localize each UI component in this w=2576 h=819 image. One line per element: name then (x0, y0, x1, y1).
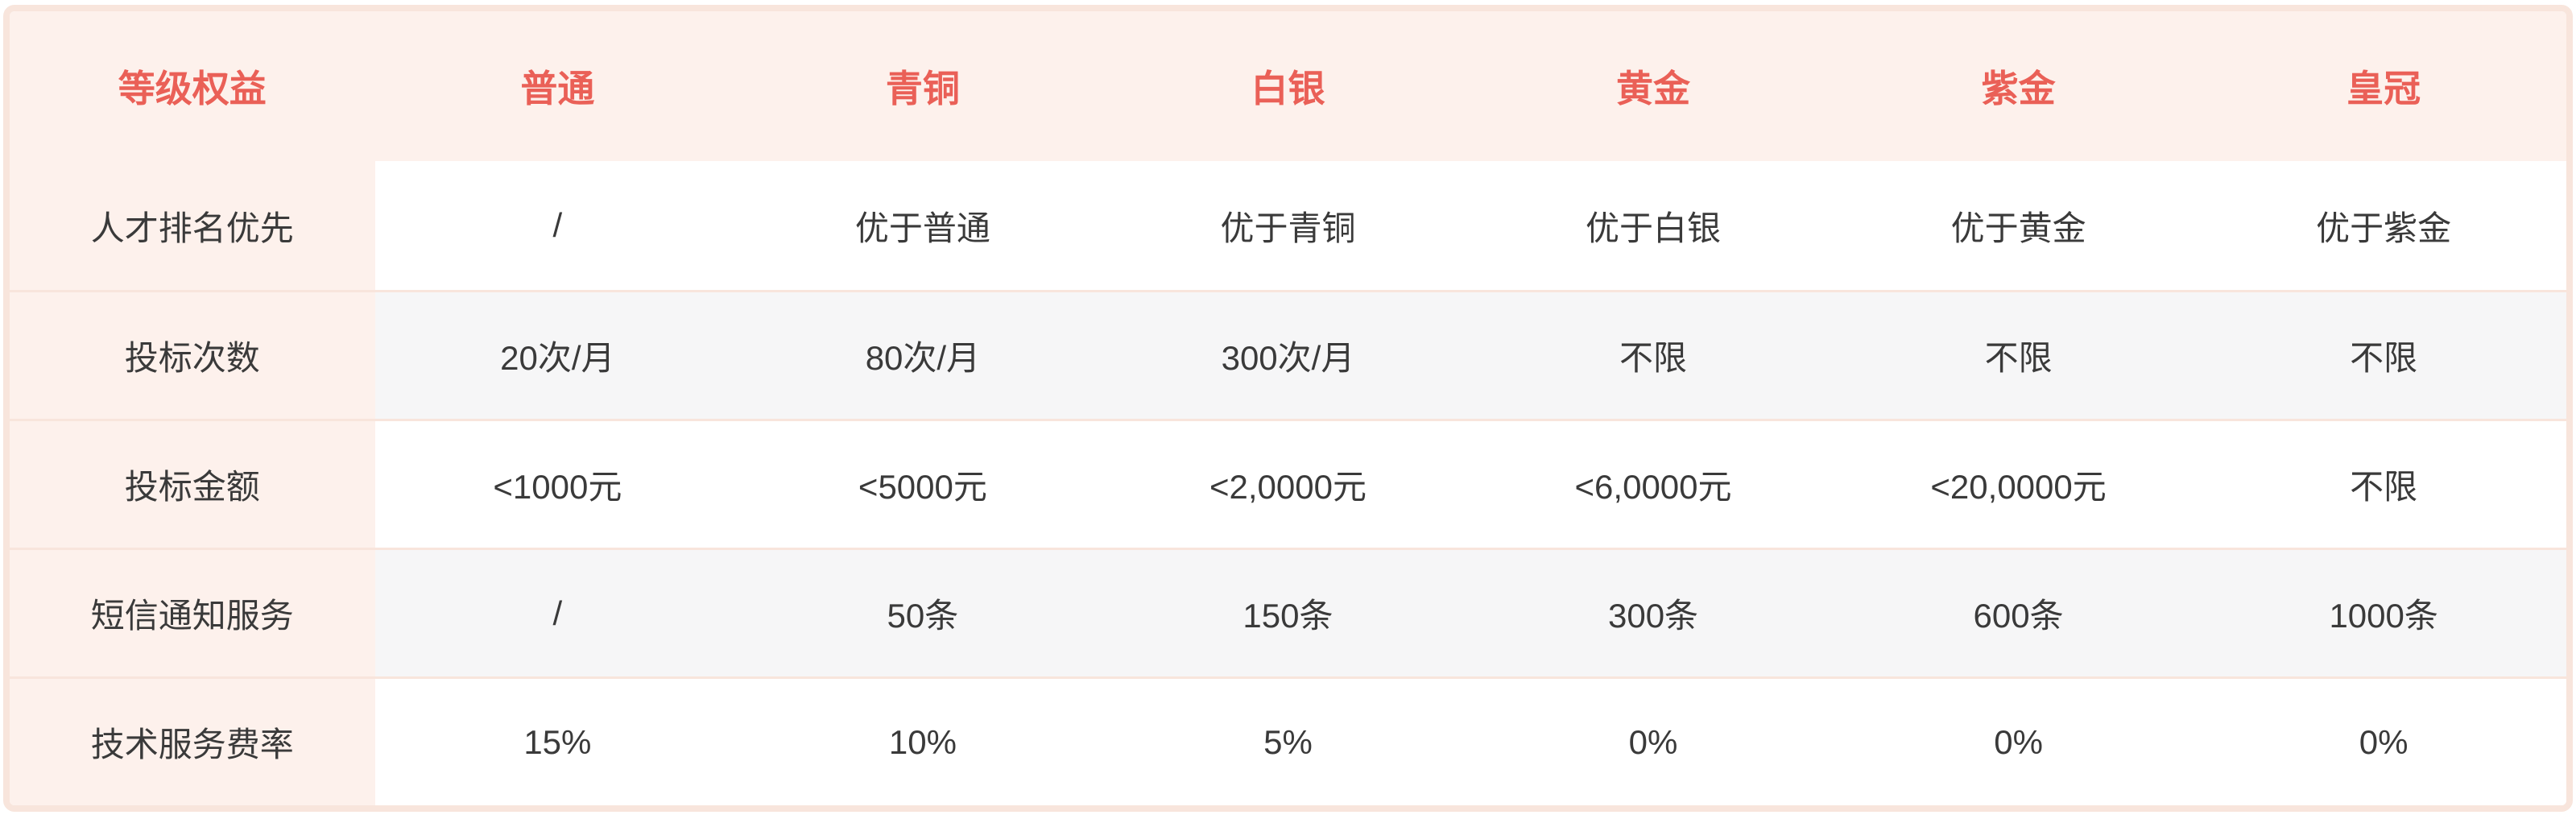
table-row-talent-ranking: 人才排名优先 / 优于普通 优于青铜 优于白银 优于黄金 优于紫金 (10, 161, 2566, 290)
benefit-cell: 300条 (1470, 550, 1836, 676)
benefit-row-label: 人才排名优先 (10, 161, 375, 290)
benefit-cell: 不限 (1470, 292, 1836, 419)
benefit-cell: <6,0000元 (1470, 421, 1836, 548)
benefit-cell: 1000条 (2201, 550, 2566, 676)
table-row-bid-amount: 投标金额 <1000元 <5000元 <2,0000元 <6,0000元 <20… (10, 419, 2566, 548)
benefit-cell: 不限 (2201, 421, 2566, 548)
table-header-row: 等级权益 普通 青铜 白银 黄金 紫金 皇冠 (10, 11, 2566, 161)
benefit-cell: 不限 (1835, 292, 2202, 419)
benefit-cell: 0% (2201, 679, 2566, 805)
benefit-row-label: 技术服务费率 (10, 679, 375, 805)
benefit-cell: 300次/月 (1105, 292, 1471, 419)
benefit-cell: 0% (1470, 679, 1836, 805)
benefit-cell: 20次/月 (374, 292, 741, 419)
benefit-cell: 优于普通 (740, 161, 1106, 290)
tier-header-gold: 黄金 (1616, 68, 1691, 110)
benefit-cell: 优于紫金 (2201, 161, 2566, 290)
table-row-service-fee-rate: 技术服务费率 15% 10% 5% 0% 0% 0% (10, 676, 2566, 805)
benefits-header: 等级权益 (118, 68, 267, 110)
benefit-cell: 600条 (1835, 550, 2202, 676)
benefit-cell: 150条 (1105, 550, 1471, 676)
benefit-cell: 15% (374, 679, 741, 805)
benefit-cell: <20,0000元 (1835, 421, 2202, 548)
benefit-cell: / (374, 550, 741, 676)
tier-header-normal: 普通 (520, 68, 595, 110)
benefit-cell: 优于青铜 (1105, 161, 1471, 290)
benefit-cell: 优于白银 (1470, 161, 1836, 290)
benefit-cell: 0% (1835, 679, 2202, 805)
tier-header-silver: 白银 (1251, 68, 1325, 110)
benefit-cell: 80次/月 (740, 292, 1106, 419)
table-row-bid-count: 投标次数 20次/月 80次/月 300次/月 不限 不限 不限 (10, 290, 2566, 419)
benefit-cell: 50条 (740, 550, 1106, 676)
benefit-row-label: 投标金额 (10, 421, 375, 548)
benefit-cell: <2,0000元 (1105, 421, 1471, 548)
benefit-row-label: 短信通知服务 (10, 550, 375, 676)
tier-header-bronze: 青铜 (885, 68, 960, 110)
tier-header-crown: 皇冠 (2347, 68, 2421, 110)
tier-header-purple-gold: 紫金 (1981, 68, 2056, 110)
benefit-cell: 10% (740, 679, 1106, 805)
benefit-cell: <5000元 (740, 421, 1106, 548)
membership-benefits-table: 等级权益 普通 青铜 白银 黄金 紫金 皇冠 人才排名优先 / 优于普通 优于青… (3, 5, 2573, 812)
benefit-cell: / (374, 161, 741, 290)
benefit-row-label: 投标次数 (10, 292, 375, 419)
benefit-cell: <1000元 (374, 421, 741, 548)
benefit-cell: 优于黄金 (1835, 161, 2202, 290)
benefit-cell: 5% (1105, 679, 1471, 805)
table-row-sms-service: 短信通知服务 / 50条 150条 300条 600条 1000条 (10, 548, 2566, 676)
benefit-cell: 不限 (2201, 292, 2566, 419)
